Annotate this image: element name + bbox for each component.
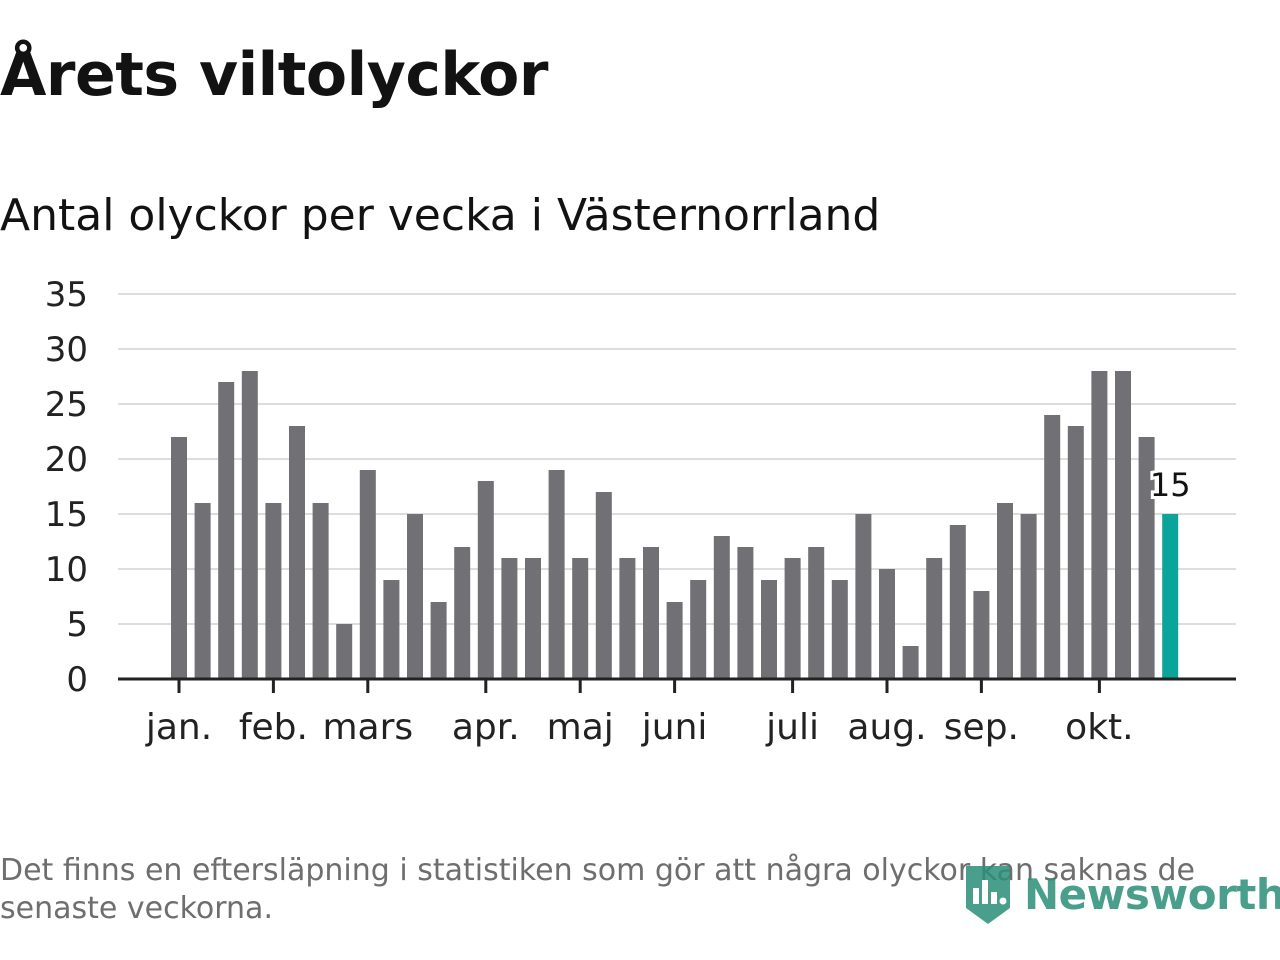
chart-subtitle: Antal olyckor per vecka i Västernorrland: [0, 190, 881, 241]
bar: [808, 547, 825, 679]
bar: [336, 624, 353, 679]
bar: [643, 547, 659, 679]
bar: [713, 536, 730, 679]
bar: [619, 558, 636, 679]
bar: [1115, 371, 1131, 679]
bar: [690, 580, 707, 679]
bar: [1091, 371, 1108, 679]
x-tick-label: feb.: [239, 707, 308, 748]
bar: [289, 426, 305, 679]
bar: [831, 580, 848, 679]
bar: [1020, 514, 1037, 679]
bar: [194, 503, 211, 679]
bar: [312, 503, 329, 679]
bar: [430, 602, 447, 679]
x-tick-label: okt.: [1065, 707, 1133, 748]
bar: [761, 580, 777, 679]
bar: [879, 569, 895, 679]
y-tick-label: 25: [45, 385, 88, 425]
bar: [572, 558, 589, 679]
bar: [1044, 415, 1061, 679]
footnote: Det finns en eftersläpning i statistiken…: [0, 853, 1195, 926]
x-tick-label: juli: [765, 707, 819, 748]
bar: [501, 558, 518, 679]
bar: [949, 525, 966, 679]
x-tick-label: mars: [322, 707, 413, 748]
x-tick-label: maj: [547, 707, 614, 748]
bar: [902, 646, 919, 679]
y-tick-label: 10: [45, 550, 88, 590]
bar: [1067, 426, 1084, 679]
bar: [383, 580, 400, 679]
bar: [359, 470, 376, 679]
bar: [265, 503, 282, 679]
bar: [171, 437, 187, 679]
x-tick-label: aug.: [847, 707, 926, 748]
bar: [926, 558, 943, 679]
bar: [241, 371, 258, 679]
y-tick-label: 35: [45, 275, 88, 315]
y-tick-label: 15: [45, 495, 88, 535]
bar: [407, 514, 423, 679]
bar: [595, 492, 612, 679]
y-tick-label: 0: [66, 660, 88, 700]
bar: [477, 481, 494, 679]
y-tick-label: 30: [45, 330, 88, 370]
x-tick-label: juni: [641, 707, 708, 748]
highlight-data-label: 15: [1150, 466, 1191, 504]
bar: [454, 547, 471, 679]
bar-chart: 0 5 10 15 20 25 30 35 15 jan. feb. mars apr. maj juni j…: [45, 275, 1236, 748]
bar: [737, 547, 754, 679]
bar: [973, 591, 990, 679]
brand-name: Newsworthy: [1024, 869, 1280, 919]
bar: [855, 514, 872, 679]
brand-logo: Newsworthy: [962, 862, 1280, 926]
chart-title: Årets viltolyckor: [0, 40, 549, 110]
x-tick-label: apr.: [452, 707, 520, 748]
bar: [1138, 437, 1155, 679]
bar-chart-shield-icon: [966, 866, 1010, 924]
x-tick-label: jan.: [145, 707, 212, 748]
bar: [784, 558, 801, 679]
bar: [666, 602, 683, 679]
y-tick-label: 20: [45, 440, 88, 480]
x-tick-label: sep.: [944, 707, 1019, 748]
y-tick-label: 5: [66, 605, 88, 645]
bar: [525, 558, 541, 679]
bar: [548, 470, 565, 679]
highlight-bar: [1162, 514, 1179, 679]
bar: [218, 382, 235, 679]
bar: [997, 503, 1013, 679]
